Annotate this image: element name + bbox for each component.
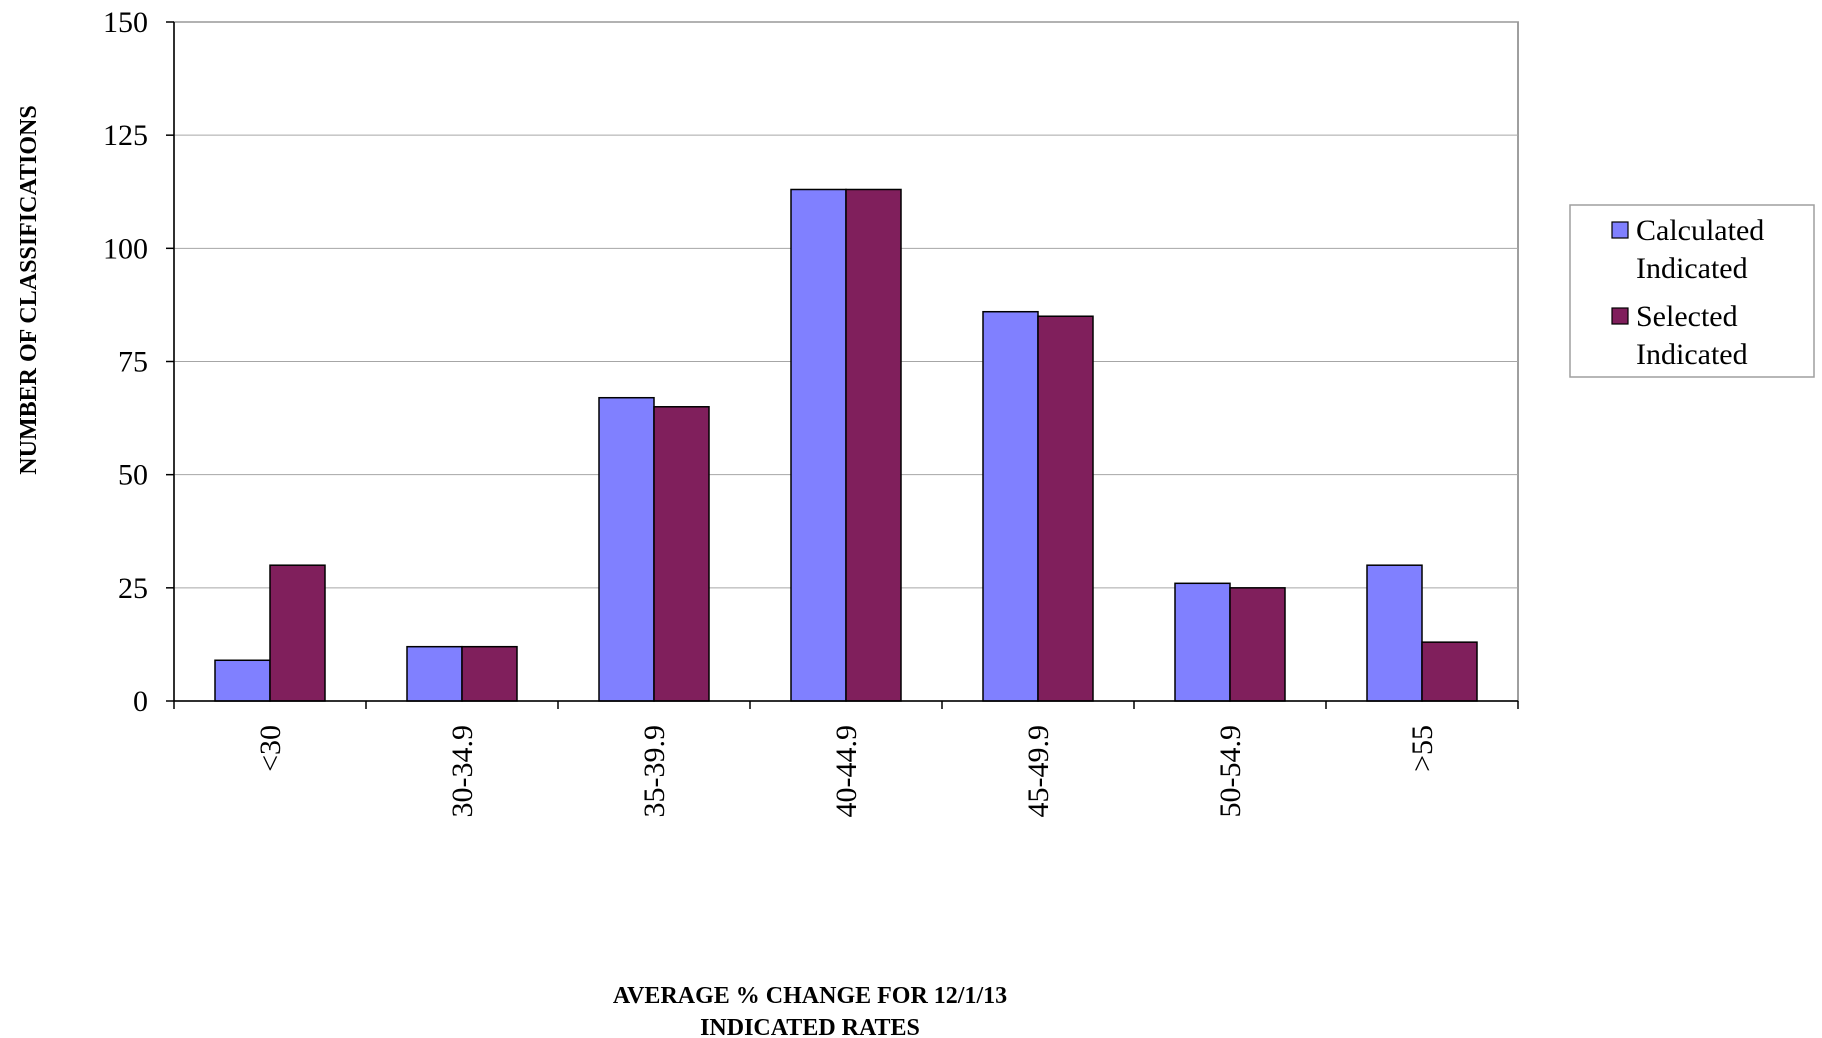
x-tick-label: 50-54.9 [1214, 725, 1247, 818]
bar-selected-1 [461, 645, 518, 702]
legend-label-calculated-line-2: Indicated [1636, 252, 1748, 285]
x-tick-label: <30 [254, 725, 287, 772]
bar-calculated-4 [982, 310, 1039, 702]
y-tick-label: 150 [103, 6, 148, 39]
bar-selected-2 [653, 406, 710, 702]
x-tick-label: >55 [1406, 725, 1439, 772]
bar-calculated-6 [1366, 564, 1423, 702]
legend-label-selected-line-1: Selected [1636, 300, 1738, 333]
legend-swatch-calculated [1611, 221, 1629, 239]
bar-selected-5 [1229, 587, 1286, 702]
legend: Calculated Indicated Selected Indicated [1569, 204, 1815, 378]
x-tick-label: 45-49.9 [1022, 725, 1055, 818]
x-tick-label: 35-39.9 [638, 725, 671, 818]
bar-calculated-2 [598, 396, 655, 702]
gridlines [174, 21, 1518, 589]
y-axis-title: NUMBER OF CLASSIFICATIONS [16, 105, 42, 474]
x-axis-title-line-2: INDICATED RATES [700, 1015, 920, 1038]
y-tick-label: 50 [118, 459, 148, 492]
bars [214, 188, 1478, 702]
x-axis-title-line-1: AVERAGE % CHANGE FOR 12/1/13 [613, 983, 1007, 1009]
bar-calculated-1 [406, 645, 463, 702]
x-tick-label: 30-34.9 [446, 725, 479, 818]
bar-selected-0 [269, 564, 326, 702]
bar-calculated-3 [790, 188, 847, 702]
legend-box [1569, 204, 1815, 378]
legend-swatch-selected [1611, 307, 1629, 325]
bar-selected-4 [1037, 315, 1094, 702]
bar-selected-6 [1421, 641, 1478, 702]
y-tick-label: 100 [103, 232, 148, 265]
y-tick-label: 125 [103, 119, 148, 152]
legend-label-calculated-line-1: Calculated [1636, 214, 1764, 247]
x-tick-label: 40-44.9 [830, 725, 863, 818]
legend-label-selected-line-2: Indicated [1636, 338, 1748, 371]
y-tick-label: 25 [118, 572, 148, 605]
bar-calculated-0 [214, 659, 271, 702]
bar-selected-3 [845, 188, 902, 702]
y-tick-label: 75 [118, 346, 148, 379]
y-axis-ticks: 0 25 50 75 100 125 150 [103, 6, 174, 718]
x-axis-ticks: <30 30-34.9 35-39.9 40-44.9 45-49.9 50-54.9 >5… [173, 701, 1519, 818]
y-tick-label: 0 [133, 685, 148, 718]
bar-calculated-5 [1174, 582, 1231, 702]
